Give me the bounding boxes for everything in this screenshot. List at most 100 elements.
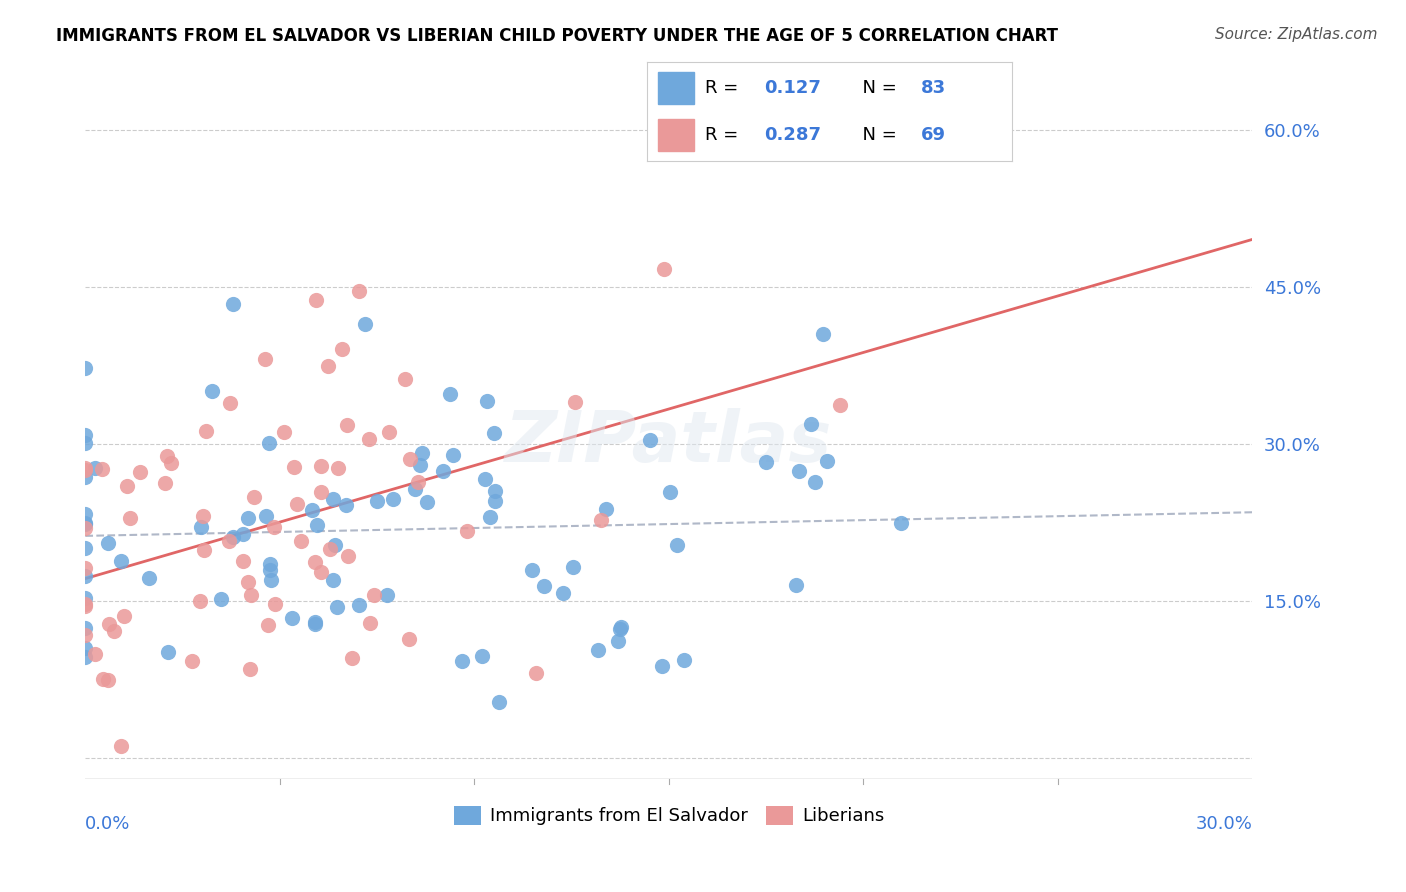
Point <box>330 342 353 356</box>
Point <box>451 654 474 668</box>
Point <box>595 502 617 516</box>
Point <box>564 394 586 409</box>
Point <box>84 460 107 475</box>
Point <box>553 586 575 600</box>
Point <box>75 436 97 450</box>
Point <box>432 463 454 477</box>
Point <box>800 417 823 431</box>
Point <box>112 609 135 624</box>
Point <box>218 395 240 409</box>
Point <box>259 557 281 571</box>
Point <box>347 598 370 612</box>
Point <box>218 534 240 549</box>
Point <box>103 624 125 639</box>
Point <box>75 628 97 642</box>
Point <box>254 508 277 523</box>
Point <box>301 503 323 517</box>
Point <box>787 464 810 478</box>
Point <box>673 652 696 666</box>
Point <box>280 611 302 625</box>
Point <box>98 616 121 631</box>
Point <box>409 458 432 472</box>
Point <box>475 394 498 409</box>
Point <box>188 594 211 608</box>
Point <box>253 352 276 367</box>
Point <box>75 597 97 611</box>
Point <box>638 434 661 448</box>
Bar <box>658 72 695 103</box>
Point <box>180 654 202 668</box>
Point <box>110 739 132 754</box>
Point <box>606 634 628 648</box>
Point <box>328 461 350 475</box>
Point <box>75 640 97 655</box>
Point <box>340 651 363 665</box>
Point <box>804 475 827 489</box>
Point <box>221 297 243 311</box>
Point <box>830 398 852 412</box>
Text: N =: N = <box>852 79 903 97</box>
Bar <box>658 120 695 151</box>
Point <box>398 632 420 646</box>
Point <box>323 538 346 552</box>
Point <box>195 424 218 438</box>
Point <box>290 534 312 549</box>
Point <box>524 666 547 681</box>
Point <box>658 485 681 500</box>
Point <box>479 509 502 524</box>
Point <box>75 460 97 475</box>
Point <box>322 573 344 587</box>
Point <box>263 597 285 611</box>
Point <box>75 599 97 613</box>
Point <box>307 518 329 533</box>
Point <box>238 510 260 524</box>
Point <box>366 493 388 508</box>
Point <box>309 565 332 579</box>
Point <box>75 516 97 531</box>
Point <box>785 578 807 592</box>
Text: ZIPatlas: ZIPatlas <box>505 408 832 476</box>
Point <box>190 519 212 533</box>
Point <box>191 509 214 524</box>
Point <box>533 579 555 593</box>
Point <box>304 615 326 629</box>
Point <box>484 483 506 498</box>
Point <box>520 563 543 577</box>
Point <box>260 573 283 587</box>
Point <box>259 563 281 577</box>
Point <box>404 482 426 496</box>
Point <box>128 465 150 479</box>
Point <box>375 588 398 602</box>
Point <box>309 458 332 473</box>
Point <box>652 261 675 276</box>
Text: 0.0%: 0.0% <box>86 815 131 833</box>
Point <box>110 554 132 568</box>
Point <box>75 516 97 530</box>
Point <box>283 459 305 474</box>
Text: IMMIGRANTS FROM EL SALVADOR VS LIBERIAN CHILD POVERTY UNDER THE AGE OF 5 CORRELA: IMMIGRANTS FROM EL SALVADOR VS LIBERIAN … <box>56 27 1059 45</box>
Point <box>75 428 97 442</box>
Point <box>488 695 510 709</box>
Point <box>232 553 254 567</box>
Text: N =: N = <box>852 126 903 144</box>
Point <box>118 511 141 525</box>
Point <box>335 499 357 513</box>
Point <box>93 672 115 686</box>
Point <box>406 475 429 489</box>
Point <box>91 461 114 475</box>
Point <box>117 479 139 493</box>
Point <box>156 450 179 464</box>
Point <box>236 575 259 590</box>
Point <box>416 495 439 509</box>
Point <box>263 520 285 534</box>
Text: 30.0%: 30.0% <box>1195 815 1253 833</box>
Point <box>75 650 97 665</box>
Point <box>257 435 280 450</box>
Point <box>160 456 183 470</box>
Point <box>322 492 344 507</box>
Point <box>201 384 224 398</box>
Point <box>155 475 177 490</box>
Point <box>75 521 97 535</box>
Point <box>441 448 464 462</box>
Point <box>347 284 370 298</box>
